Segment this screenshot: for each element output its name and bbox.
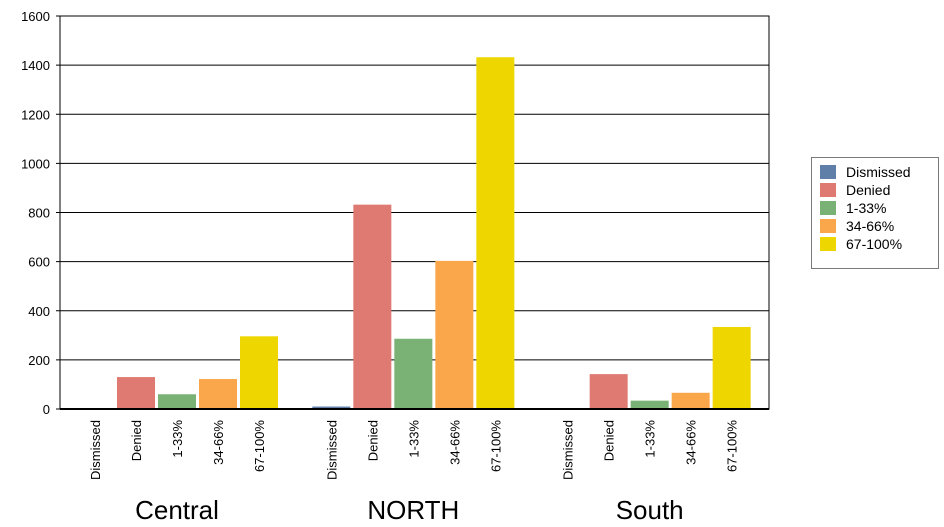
legend-swatch	[820, 165, 836, 179]
y-tick-label: 1200	[21, 107, 50, 122]
y-axis-ticks: 0 200 400 600 800 1000 1200 1400 1600	[21, 9, 60, 417]
legend-item: 67-100%	[820, 235, 938, 253]
x-tick-label: 1-33%	[170, 420, 185, 458]
bar	[589, 374, 628, 409]
bar	[353, 204, 392, 409]
x-tick-label: Dismissed	[561, 420, 576, 480]
bar	[435, 260, 474, 409]
x-tick-label: 34-66%	[684, 420, 699, 465]
bar	[117, 377, 155, 409]
bar	[476, 57, 515, 409]
x-tick-label: 1-33%	[643, 420, 658, 458]
axes	[59, 15, 770, 410]
bars	[76, 57, 751, 409]
bar	[199, 379, 237, 409]
x-tick-label: 67-100%	[725, 420, 740, 472]
legend-label: 34-66%	[846, 218, 895, 234]
x-tick-label: Dismissed	[324, 420, 339, 480]
legend-swatch	[820, 201, 836, 215]
group-label: Central	[135, 495, 219, 525]
legend-item: Denied	[820, 181, 938, 199]
y-tick-label: 800	[28, 206, 50, 221]
x-axis-labels: Dismissed Denied 1-33% 34-66% 67-100% Central…	[88, 420, 740, 525]
legend-swatch	[820, 219, 836, 233]
x-tick-label: 34-66%	[211, 420, 226, 465]
legend-label: Denied	[846, 182, 891, 198]
legend-item: Dismissed	[820, 163, 938, 181]
group-label: NORTH	[367, 495, 459, 525]
bar	[240, 336, 278, 409]
y-tick-label: 0	[43, 402, 50, 417]
y-tick-label: 1000	[21, 156, 50, 171]
x-tick-label: 67-100%	[252, 420, 267, 472]
bar	[671, 392, 710, 409]
x-tick-label: Denied	[129, 420, 144, 461]
group-label: South	[616, 495, 684, 525]
x-tick-label: Dismissed	[88, 420, 103, 480]
bar	[630, 400, 669, 409]
legend-label: 67-100%	[846, 236, 903, 252]
legend-item: 34-66%	[820, 217, 938, 235]
y-tick-label: 600	[28, 255, 50, 270]
legend-swatch	[820, 237, 836, 251]
x-tick-label: 1-33%	[406, 420, 421, 458]
x-tick-label: Denied	[365, 420, 380, 461]
y-tick-label: 1400	[21, 58, 50, 73]
bar	[158, 394, 196, 409]
bar	[712, 326, 751, 409]
legend-label: 1-33%	[846, 200, 887, 216]
y-tick-label: 1600	[21, 9, 50, 24]
legend: Dismissed Denied 1-33% 34-66% 67-100%	[811, 157, 939, 269]
bar	[394, 338, 433, 409]
legend-swatch	[820, 183, 836, 197]
x-tick-label: 67-100%	[488, 420, 503, 472]
legend-item: 1-33%	[820, 199, 938, 217]
y-tick-label: 400	[28, 304, 50, 319]
legend-label: Dismissed	[846, 164, 911, 180]
bar	[312, 406, 351, 409]
x-tick-label: 34-66%	[447, 420, 462, 465]
y-tick-label: 200	[28, 353, 50, 368]
x-tick-label: Denied	[602, 420, 617, 461]
